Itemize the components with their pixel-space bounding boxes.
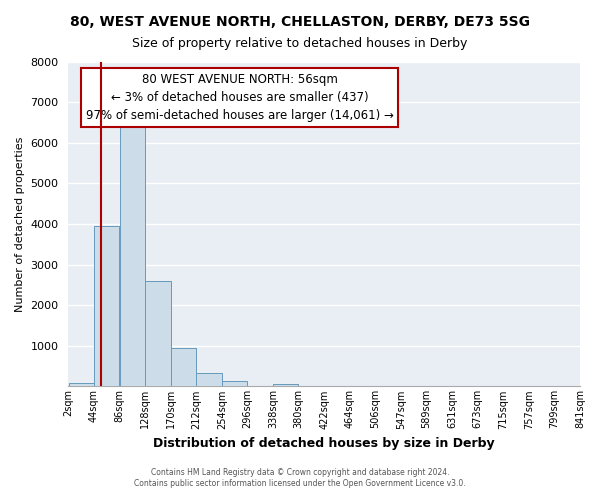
X-axis label: Distribution of detached houses by size in Derby: Distribution of detached houses by size … — [154, 437, 495, 450]
Bar — [196, 374, 222, 386]
Bar — [273, 384, 298, 386]
Bar — [68, 384, 94, 386]
Bar — [145, 281, 170, 386]
Bar — [119, 120, 145, 386]
Text: Size of property relative to detached houses in Derby: Size of property relative to detached ho… — [133, 38, 467, 51]
Text: 80 WEST AVENUE NORTH: 56sqm
← 3% of detached houses are smaller (437)
97% of sem: 80 WEST AVENUE NORTH: 56sqm ← 3% of deta… — [86, 73, 394, 122]
Bar — [222, 381, 247, 386]
Bar — [171, 348, 196, 387]
Text: 80, WEST AVENUE NORTH, CHELLASTON, DERBY, DE73 5SG: 80, WEST AVENUE NORTH, CHELLASTON, DERBY… — [70, 15, 530, 29]
Y-axis label: Number of detached properties: Number of detached properties — [15, 136, 25, 312]
Bar — [94, 226, 119, 386]
Text: Contains HM Land Registry data © Crown copyright and database right 2024.
Contai: Contains HM Land Registry data © Crown c… — [134, 468, 466, 487]
